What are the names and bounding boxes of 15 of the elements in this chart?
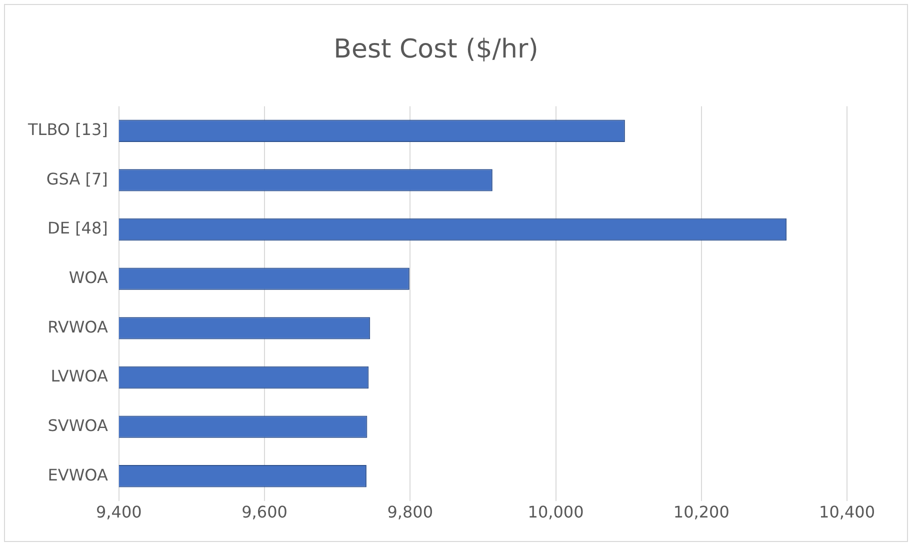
y-tick-label: RVWOA: [48, 317, 108, 336]
x-tick-label: 9,400: [96, 502, 142, 522]
y-tick-label: GSA [7]: [46, 169, 108, 188]
y-tick-label: WOA: [68, 268, 108, 287]
x-tick-label: 10,400: [819, 502, 875, 522]
chart-title: Best Cost ($/hr): [334, 34, 538, 64]
y-tick-label: LVWOA: [50, 366, 108, 386]
x-tick-label: 9,800: [387, 502, 434, 522]
y-tick-label: SVWOA: [48, 416, 108, 435]
y-tick-label: DE [48]: [48, 218, 108, 238]
x-tick-label: 9,600: [242, 502, 288, 522]
y-tick-label: EVWOA: [48, 465, 108, 484]
y-tick-label: TLBO [13]: [27, 120, 108, 140]
x-tick-label: 10,200: [673, 502, 730, 522]
x-tick-label: 10,000: [528, 502, 584, 522]
